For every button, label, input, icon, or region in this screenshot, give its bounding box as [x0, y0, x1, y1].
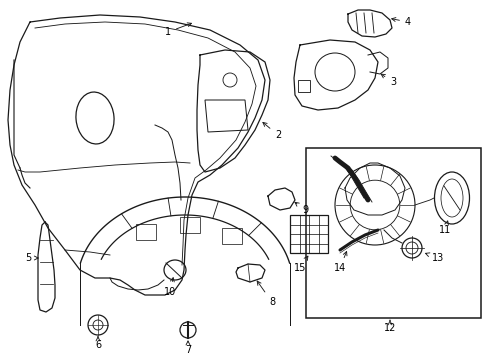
Text: 7: 7 [184, 341, 191, 355]
Text: 2: 2 [263, 122, 281, 140]
Text: 14: 14 [333, 252, 346, 273]
Text: 10: 10 [163, 278, 176, 297]
Text: 9: 9 [294, 202, 307, 215]
Text: 5: 5 [25, 253, 38, 263]
Text: 15: 15 [293, 256, 307, 273]
Text: 12: 12 [383, 320, 395, 333]
Text: 11: 11 [438, 221, 450, 235]
Text: 8: 8 [257, 281, 274, 307]
Text: 3: 3 [380, 74, 395, 87]
Text: 4: 4 [391, 17, 410, 27]
Text: 1: 1 [164, 23, 191, 37]
Text: 6: 6 [95, 337, 101, 350]
Bar [305, 148, 480, 318]
Text: 13: 13 [425, 253, 443, 263]
